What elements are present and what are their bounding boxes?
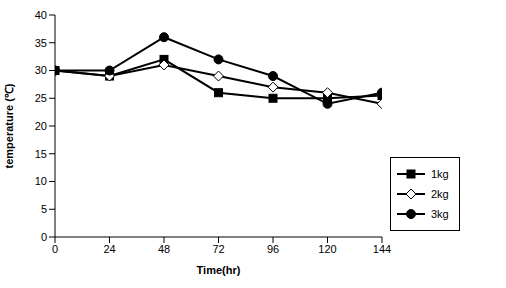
svg-text:96: 96 [267,243,279,255]
svg-text:120: 120 [318,243,336,255]
html-text:1kg: 1kg [431,168,449,180]
svg-text:0: 0 [41,231,47,243]
svg-text:30: 30 [35,64,47,76]
svg-text:0: 0 [52,243,58,255]
svg-text:5: 5 [41,203,47,215]
svg-text:72: 72 [212,243,224,255]
svg-text:temperature (℃): temperature (℃) [8,83,15,168]
html-text:3kg: 3kg [431,208,449,220]
svg-text:25: 25 [35,92,47,104]
svg-text:35: 35 [35,37,47,49]
svg-text:15: 15 [35,148,47,160]
html-text:2kg: 2kg [431,188,449,200]
svg-text:48: 48 [158,243,170,255]
svg-text:10: 10 [35,175,47,187]
svg-text:Time(hr): Time(hr) [197,264,241,276]
svg-text:144: 144 [373,243,391,255]
svg-text:40: 40 [35,9,47,21]
svg-text:20: 20 [35,120,47,132]
svg-text:24: 24 [103,243,115,255]
